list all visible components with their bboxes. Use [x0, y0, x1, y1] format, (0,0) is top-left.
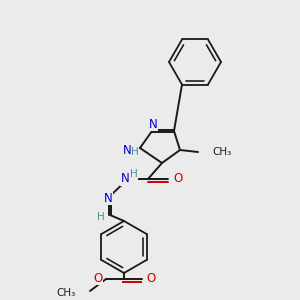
Text: CH₃: CH₃	[57, 288, 76, 298]
Text: N: N	[121, 172, 129, 185]
Text: CH₃: CH₃	[212, 147, 231, 157]
Text: H: H	[130, 169, 138, 179]
Text: N: N	[148, 118, 158, 130]
Text: O: O	[173, 172, 183, 185]
Text: O: O	[93, 272, 103, 284]
Text: N: N	[103, 191, 112, 205]
Text: O: O	[146, 272, 156, 286]
Text: H: H	[131, 147, 139, 157]
Text: N: N	[123, 143, 131, 157]
Text: H: H	[97, 212, 105, 222]
